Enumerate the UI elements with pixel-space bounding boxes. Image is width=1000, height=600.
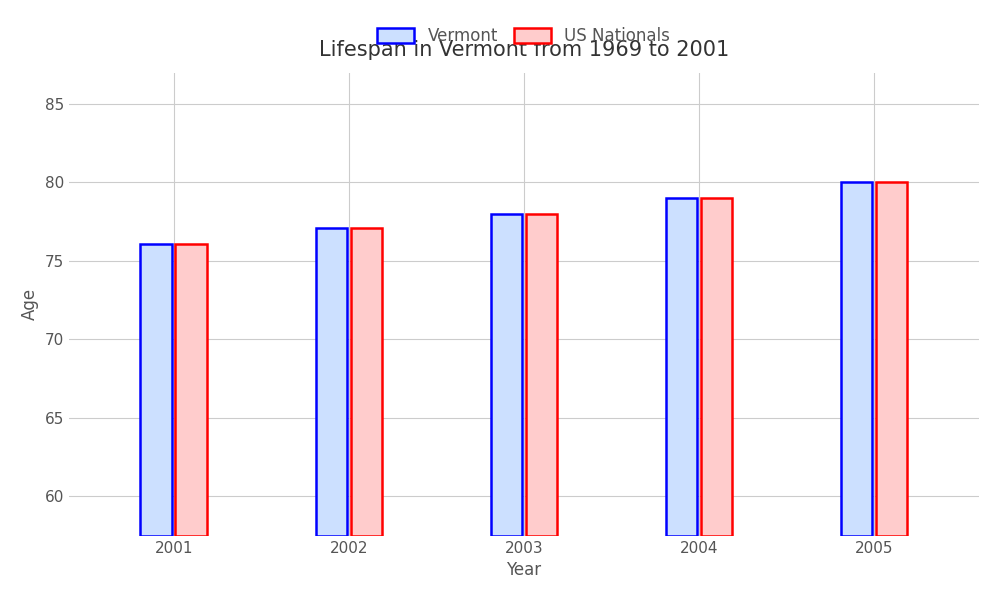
Bar: [666, 198, 697, 536]
Bar: [491, 214, 522, 536]
X-axis label: Year: Year: [506, 561, 541, 579]
Bar: [841, 182, 872, 536]
Bar: [316, 228, 347, 536]
Bar: [876, 182, 907, 536]
Legend: Vermont, US Nationals: Vermont, US Nationals: [371, 20, 677, 52]
Bar: [351, 228, 382, 536]
Bar: [701, 198, 732, 536]
Bar: [175, 244, 207, 536]
Bar: [526, 214, 557, 536]
Title: Lifespan in Vermont from 1969 to 2001: Lifespan in Vermont from 1969 to 2001: [319, 40, 729, 60]
Y-axis label: Age: Age: [21, 288, 39, 320]
Bar: [140, 244, 172, 536]
